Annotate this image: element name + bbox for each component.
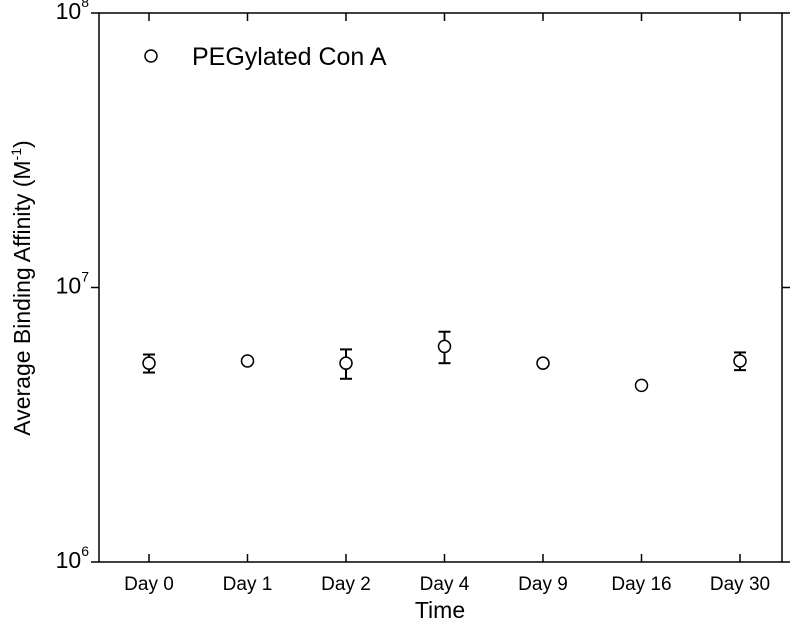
y-tick-label-2: 108 bbox=[56, 0, 90, 24]
legend-label: PEGylated Con A bbox=[192, 43, 387, 71]
x-tick-label-1: Day 1 bbox=[223, 574, 273, 595]
y-axis: 106 107 108 bbox=[56, 0, 790, 573]
legend-marker bbox=[144, 49, 158, 63]
x-axis: Day 0 Day 1 Day 2 Day 4 Day 9 Day 16 Day 30 bbox=[124, 13, 770, 595]
data-point-4 bbox=[536, 356, 550, 370]
y-tick-label-0: 106 bbox=[56, 543, 90, 573]
y-axis-title-main: Average Binding Affinity (M bbox=[9, 160, 35, 435]
data-points bbox=[142, 330, 747, 393]
data-point-6 bbox=[733, 354, 747, 368]
data-point-1 bbox=[240, 354, 255, 368]
plot-frame bbox=[98, 12, 783, 563]
x-tick-label-3: Day 4 bbox=[420, 574, 470, 595]
x-tick-label-5: Day 16 bbox=[611, 574, 671, 595]
y-axis-title-sup: -1 bbox=[8, 148, 24, 161]
y-axis-title: Average Binding Affinity (M-1) bbox=[8, 140, 35, 435]
y-tick-label-1: 107 bbox=[56, 269, 90, 299]
data-point-5 bbox=[634, 378, 649, 393]
x-tick-label-0: Day 0 bbox=[124, 574, 174, 595]
x-tick-label-6: Day 30 bbox=[710, 574, 770, 595]
x-tick-label-2: Day 2 bbox=[321, 574, 371, 595]
y-axis-title-close: ) bbox=[9, 140, 35, 148]
x-axis-title: Time bbox=[415, 597, 465, 623]
data-point-2 bbox=[339, 356, 353, 370]
legend: PEGylated Con A bbox=[144, 43, 387, 71]
data-point-3 bbox=[437, 339, 452, 354]
data-point-0 bbox=[142, 356, 156, 370]
x-tick-label-4: Day 9 bbox=[518, 574, 568, 595]
